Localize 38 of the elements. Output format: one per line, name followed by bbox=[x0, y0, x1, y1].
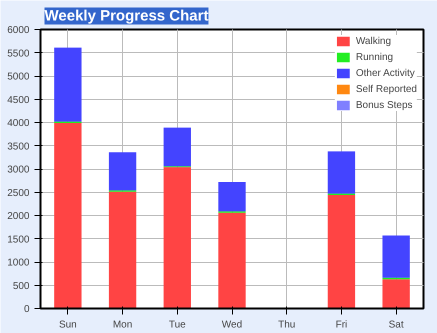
y-tick-label: 6000 bbox=[7, 25, 30, 36]
y-tick-label: 1000 bbox=[7, 258, 30, 268]
bar bbox=[382, 279, 410, 308]
bar bbox=[164, 128, 191, 166]
y-tick-label: 1500 bbox=[7, 234, 30, 246]
legend-label: Other Activity bbox=[356, 68, 415, 78]
y-tick-label: 3500 bbox=[7, 141, 30, 152]
bar bbox=[328, 151, 356, 194]
bar bbox=[218, 182, 246, 212]
y-tick-label: 3000 bbox=[7, 164, 30, 176]
x-tick-label: Sun bbox=[58, 320, 77, 330]
y-tick-label: 5500 bbox=[7, 48, 30, 60]
legend-label: Walking bbox=[356, 36, 392, 46]
y-tick-label: 0 bbox=[24, 304, 30, 315]
legend-label: Bonus Steps bbox=[356, 100, 413, 110]
bar bbox=[164, 167, 191, 308]
x-tick-label: Wed bbox=[222, 320, 242, 330]
chart-title: Weekly Progress Chart bbox=[44, 8, 208, 24]
legend-label: Running bbox=[356, 52, 394, 62]
y-tick-label: 5000 bbox=[7, 72, 30, 82]
x-tick-label: Sat bbox=[388, 320, 404, 330]
bar bbox=[382, 235, 410, 278]
bar bbox=[218, 212, 246, 308]
x-tick-label: Tue bbox=[168, 320, 186, 330]
y-tick-label: 4000 bbox=[7, 118, 30, 129]
y-tick-label: 500 bbox=[12, 280, 30, 292]
x-tick-label: Thu bbox=[278, 320, 296, 330]
bar bbox=[328, 195, 356, 308]
x-tick-label: Mon bbox=[112, 320, 132, 330]
y-tick-label: 2500 bbox=[7, 188, 30, 199]
bar bbox=[54, 48, 82, 122]
legend-label: Self Reported bbox=[356, 84, 417, 94]
x-tick-label: Fri bbox=[336, 320, 348, 330]
y-tick-label: 2000 bbox=[7, 211, 30, 222]
bar bbox=[108, 152, 136, 190]
bar bbox=[108, 192, 136, 308]
bar bbox=[54, 122, 82, 308]
y-tick-label: 4500 bbox=[7, 94, 30, 106]
